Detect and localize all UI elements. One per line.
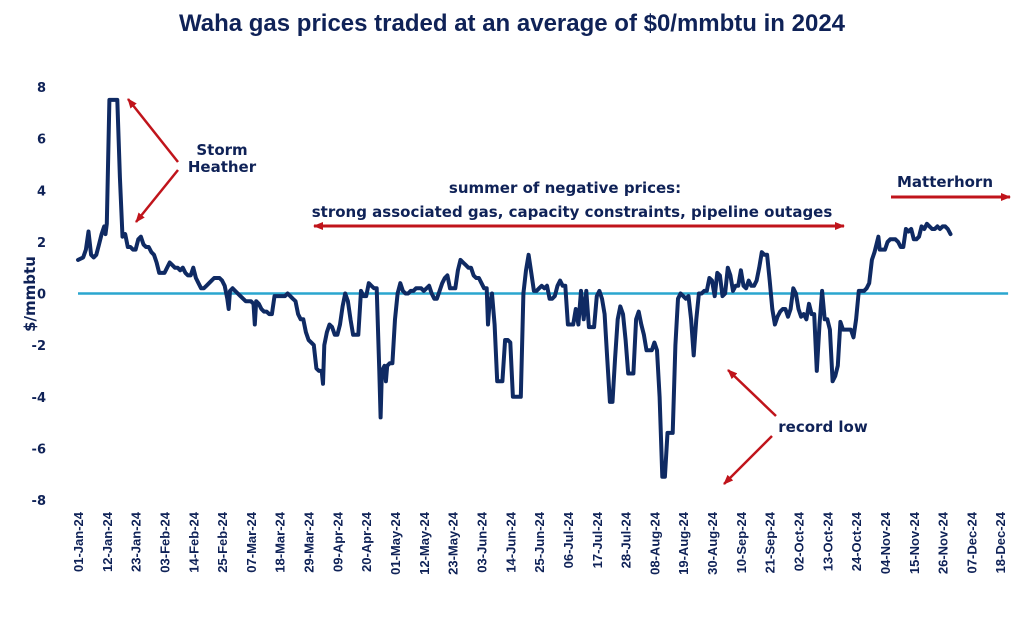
x-tick-label: 12-May-24 bbox=[417, 511, 432, 575]
series-group bbox=[76, 97, 953, 479]
x-tick-label: 18-Dec-24 bbox=[993, 511, 1008, 573]
x-tick-label: 25-Jun-24 bbox=[532, 511, 547, 572]
x-tick-label: 21-Sep-24 bbox=[763, 511, 778, 573]
annotation-matterhorn: Matterhorn bbox=[891, 173, 1011, 201]
y-tick-label: 6 bbox=[37, 133, 46, 148]
x-tick-label: 07-Dec-24 bbox=[964, 511, 979, 573]
y-tick-label: -2 bbox=[32, 339, 46, 354]
storm-arrow-aftermath bbox=[135, 169, 179, 223]
x-tick-label: 14-Feb-24 bbox=[186, 511, 201, 572]
x-tick-label: 12-Jan-24 bbox=[100, 511, 115, 572]
x-tick-label: 13-Oct-24 bbox=[820, 511, 835, 571]
x-axis: 01-Jan-24 12-Jan-24 23-Jan-24 03-Feb-24 14-F… bbox=[71, 511, 1008, 575]
x-tick-label: 15-Nov-24 bbox=[907, 511, 922, 574]
x-tick-label: 28-Jul-24 bbox=[619, 511, 634, 568]
annotation-storm-heather: Storm Heather bbox=[127, 98, 257, 223]
x-tick-label: 17-Jul-24 bbox=[590, 511, 605, 568]
x-tick-label: 08-Aug-24 bbox=[647, 511, 662, 575]
record-low-arrow-upper bbox=[727, 369, 777, 417]
x-tick-label: 23-Jan-24 bbox=[129, 511, 144, 572]
x-tick-label: 01-May-24 bbox=[388, 511, 403, 575]
annotation-summer-negative: summer of negative prices: strong associ… bbox=[312, 179, 845, 230]
chart-title: Waha gas prices traded at an average of … bbox=[179, 10, 846, 37]
x-tick-label: 14-Jun-24 bbox=[503, 511, 518, 572]
x-tick-label: 26-Nov-24 bbox=[936, 511, 951, 574]
y-tick-label: 0 bbox=[37, 288, 46, 303]
x-tick-label: 09-Apr-24 bbox=[330, 511, 345, 572]
y-tick-label: -6 bbox=[32, 442, 46, 457]
x-tick-label: 07-Mar-24 bbox=[244, 511, 259, 572]
matterhorn-label: Matterhorn bbox=[897, 173, 993, 191]
y-tick-label: 2 bbox=[37, 236, 46, 251]
x-tick-label: 03-Feb-24 bbox=[157, 511, 172, 572]
x-tick-label: 06-Jul-24 bbox=[561, 511, 576, 568]
x-tick-label: 23-May-24 bbox=[446, 511, 461, 575]
x-tick-label: 30-Aug-24 bbox=[705, 511, 720, 575]
y-tick-label: 4 bbox=[37, 184, 46, 199]
x-tick-label: 03-Jun-24 bbox=[474, 511, 489, 572]
x-tick-label: 18-Mar-24 bbox=[273, 511, 288, 572]
y-tick-label: 8 bbox=[37, 81, 46, 96]
summer-label-line2: strong associated gas, capacity constrai… bbox=[312, 203, 833, 221]
record-low-label: record low bbox=[778, 418, 868, 436]
y-tick-label: -8 bbox=[32, 494, 46, 509]
series-line-waha-price bbox=[76, 97, 953, 479]
x-tick-label: 20-Apr-24 bbox=[359, 511, 374, 572]
x-tick-label: 04-Nov-24 bbox=[878, 511, 893, 574]
x-tick-label: 10-Sep-24 bbox=[734, 511, 749, 573]
y-axis-label: $/mmbtu bbox=[21, 256, 39, 332]
x-tick-label: 01-Jan-24 bbox=[71, 511, 86, 572]
y-tick-label: -4 bbox=[32, 391, 46, 406]
annotation-record-low: record low bbox=[723, 369, 868, 485]
x-tick-label: 25-Feb-24 bbox=[215, 511, 230, 572]
summer-label-line1: summer of negative prices: bbox=[449, 179, 681, 197]
storm-label-line1: Storm bbox=[196, 141, 247, 159]
y-axis: 8 6 4 2 0 -2 -4 -6 -8 bbox=[32, 81, 46, 509]
x-tick-label: 02-Oct-24 bbox=[792, 511, 807, 571]
x-tick-label: 29-Mar-24 bbox=[302, 511, 317, 572]
record-low-arrow-lower bbox=[723, 435, 773, 485]
x-tick-label: 19-Aug-24 bbox=[676, 511, 691, 575]
storm-arrow-peak bbox=[127, 98, 179, 163]
x-tick-label: 24-Oct-24 bbox=[849, 511, 864, 571]
storm-label-line2: Heather bbox=[188, 158, 257, 176]
